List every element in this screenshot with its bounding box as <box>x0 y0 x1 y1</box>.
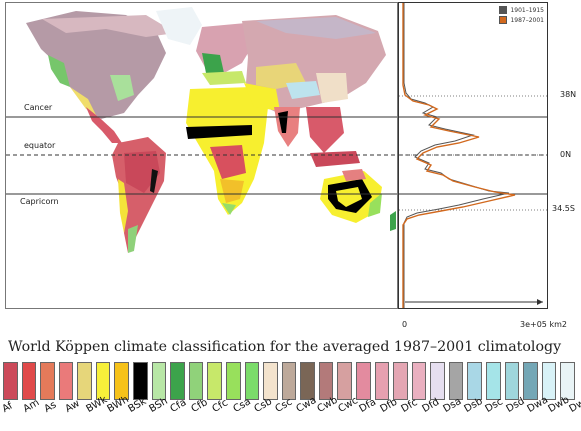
figure-title: World Köppen climate classification for … <box>8 339 562 355</box>
australia-southeast-green <box>368 193 382 217</box>
swatch-ef <box>541 362 557 400</box>
swatch-et <box>560 362 575 400</box>
lat-label-38n: 38N <box>560 90 577 99</box>
swatch-dsc <box>430 362 445 400</box>
swatch-as <box>40 362 55 400</box>
swatch-csa <box>207 362 222 400</box>
swatch-dfb <box>337 362 352 400</box>
swatch-cfb <box>170 362 185 400</box>
legend-label-1987-2001: 1987–2001 <box>510 16 544 24</box>
capricorn-label: Capricorn <box>20 197 59 206</box>
swatch-af <box>3 362 18 400</box>
south-america-south <box>128 225 138 253</box>
swatch-bsh <box>133 362 148 400</box>
x-axis-arrowhead <box>537 299 543 305</box>
north-america-west-green <box>48 55 70 87</box>
equator-label: equator <box>24 141 56 150</box>
latitude-profile-panel: 1901–1915 1987–2001 <box>398 2 548 309</box>
legend-item-1987-2001: 1987–2001 <box>499 16 544 24</box>
swatch-dwa <box>467 362 483 400</box>
latitude-profile-chart <box>399 3 547 308</box>
swatch-dsa <box>393 362 408 400</box>
middle-east-desert <box>244 83 280 111</box>
swatch-bwh <box>95 362 111 400</box>
north-america-tundra <box>42 15 176 37</box>
swatch-bwk <box>77 362 92 400</box>
legend-swatch-1987-2001 <box>499 16 508 24</box>
swatch-dwb <box>486 362 501 400</box>
swatch-cfc <box>188 362 204 400</box>
tibet-plateau <box>286 81 320 99</box>
legend-swatch-1901-1915 <box>499 6 508 14</box>
europe-west-green <box>202 53 224 73</box>
swatch-dwc <box>504 362 520 400</box>
greenland <box>156 7 202 45</box>
swatch-am <box>21 362 37 400</box>
legend-label-1901-1915: 1901–1915 <box>510 6 544 14</box>
x-axis-max-label: 3e+05 km2 <box>520 320 567 329</box>
cancer-label: Cancer <box>24 103 53 112</box>
indonesia <box>310 151 360 167</box>
swatch-dfd <box>374 362 390 400</box>
africa-south-dry <box>220 179 244 203</box>
swatch-dsb <box>411 362 427 400</box>
africa-congo <box>210 145 246 179</box>
climate-class-swatches <box>3 362 579 400</box>
swatch-aw <box>58 362 74 400</box>
swatch-csb <box>225 362 241 400</box>
central-america <box>86 107 122 143</box>
series-1987-2001 <box>402 3 516 308</box>
swatch-dwd <box>523 362 538 400</box>
australia-north-tropics <box>342 169 366 181</box>
swatch-dfc <box>355 362 371 400</box>
southeast-asia <box>306 107 344 153</box>
swatch-dsd <box>448 362 464 400</box>
swatch-cwa <box>263 362 278 400</box>
siberia-tundra <box>256 17 376 39</box>
world-map-panel <box>5 2 398 309</box>
africa-sahel-band <box>186 125 252 139</box>
class-label-aw: Aw <box>63 398 82 415</box>
new-zealand <box>390 211 396 231</box>
world-map <box>6 7 397 308</box>
north-america-desert <box>70 87 96 115</box>
profile-legend: 1901–1915 1987–2001 <box>499 6 544 26</box>
class-label-cfc: Cfc <box>210 397 230 415</box>
north-america-east-green <box>110 75 134 101</box>
south-america-andes <box>118 179 128 233</box>
swatch-cfa <box>151 362 167 400</box>
australia-desert-core <box>336 187 362 207</box>
swatch-cwc <box>300 362 315 400</box>
swatch-csc <box>244 362 260 400</box>
swatch-dfa <box>318 362 334 400</box>
x-axis-min-label: 0 <box>402 320 408 329</box>
class-label-af: Af <box>0 400 15 415</box>
swatch-bsk <box>114 362 130 400</box>
lat-label-34s: 34.5S <box>552 204 575 213</box>
lat-label-0n: 0N <box>560 150 572 159</box>
swatch-cwb <box>281 362 297 400</box>
legend-item-1901-1915: 1901–1915 <box>499 6 544 14</box>
south-america-dry-band <box>150 169 158 193</box>
class-label-as: As <box>42 399 59 415</box>
east-asia-cwa <box>316 73 348 103</box>
africa-tip <box>222 203 236 215</box>
mediterranean <box>202 71 246 85</box>
map-frame-bottom-area <box>6 253 397 308</box>
